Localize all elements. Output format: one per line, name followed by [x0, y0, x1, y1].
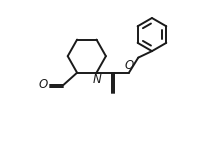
Text: O: O	[39, 78, 48, 91]
Text: N: N	[93, 73, 102, 86]
Text: O: O	[124, 59, 133, 72]
